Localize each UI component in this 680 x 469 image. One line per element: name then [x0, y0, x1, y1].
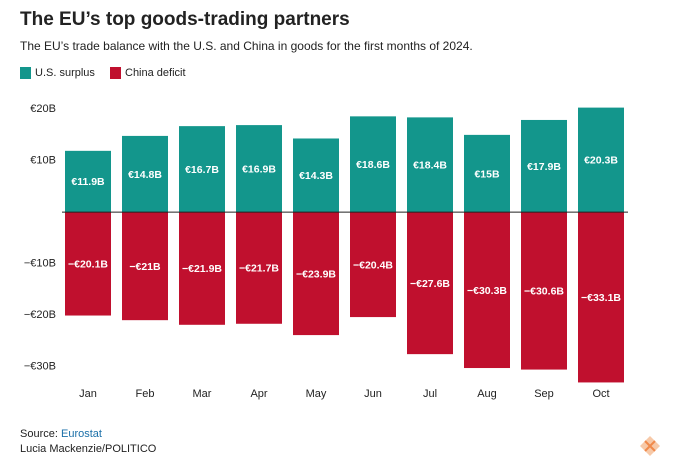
bar [350, 212, 396, 318]
credit: Lucia Mackenzie/POLITICO [20, 443, 157, 455]
bar [179, 126, 225, 213]
chart-subtitle: The EU’s trade balance with the U.S. and… [20, 39, 473, 53]
bar [65, 150, 111, 213]
bar [236, 212, 282, 324]
legend-label: China deficit [125, 67, 186, 79]
x-tick-label: Aug [477, 388, 497, 400]
y-tick-label: €20B [30, 103, 56, 115]
y-tick-label: €10B [30, 155, 56, 167]
value-label: −€30.6B [524, 286, 564, 298]
logo [640, 436, 660, 456]
x-tick-label: Apr [250, 388, 267, 400]
bar [122, 212, 168, 321]
source: Source: Eurostat [20, 428, 102, 440]
legend-swatch [20, 67, 31, 79]
value-label: €15B [474, 168, 500, 180]
bar [350, 116, 396, 213]
x-tick-label: May [306, 388, 327, 400]
bar [293, 212, 339, 336]
source-link[interactable]: Eurostat [61, 428, 102, 440]
value-label: −€27.6B [410, 278, 450, 290]
source-label: Source: [20, 428, 58, 440]
value-label: −€20.4B [353, 259, 393, 271]
x-tick-label: Mar [193, 388, 212, 400]
value-label: −€20.1B [68, 259, 108, 271]
x-tick-label: Jul [423, 388, 437, 400]
bar [179, 212, 225, 325]
bar [407, 117, 453, 213]
legend-swatch [110, 67, 121, 79]
value-label: €14.3B [299, 170, 333, 182]
chart-title: The EU’s top goods-trading partners [20, 9, 350, 30]
bar [521, 212, 567, 370]
x-tick-label: Jun [364, 388, 382, 400]
x-tick-label: Oct [592, 388, 609, 400]
bar [65, 212, 111, 316]
value-label: €17.9B [527, 161, 561, 173]
bar [578, 212, 624, 383]
value-label: €20.3B [584, 155, 618, 167]
x-tick-label: Jan [79, 388, 97, 400]
x-tick-label: Feb [136, 388, 155, 400]
bar [521, 119, 567, 213]
x-tick-label: Sep [534, 388, 554, 400]
value-label: −€21.7B [239, 263, 279, 275]
value-label: €18.4B [413, 160, 447, 172]
value-label: −€21.9B [182, 263, 222, 275]
value-label: −€23.9B [296, 268, 336, 280]
y-tick-label: −€30B [24, 360, 56, 372]
value-label: €16.7B [185, 164, 219, 176]
bar [236, 125, 282, 213]
bar [464, 212, 510, 369]
value-label: −€21B [129, 261, 161, 273]
bar [578, 107, 624, 213]
legend-label: U.S. surplus [35, 67, 95, 79]
bar [464, 134, 510, 213]
value-label: €16.9B [242, 163, 276, 175]
bar [407, 212, 453, 355]
value-label: €11.9B [71, 176, 105, 188]
bar [122, 135, 168, 213]
y-tick-label: −€20B [24, 309, 56, 321]
value-label: −€30.3B [467, 285, 507, 297]
value-label: €18.6B [356, 159, 390, 171]
y-tick-label: −€10B [24, 257, 56, 269]
bar [293, 138, 339, 213]
value-label: €14.8B [128, 169, 162, 181]
value-label: −€33.1B [581, 292, 621, 304]
